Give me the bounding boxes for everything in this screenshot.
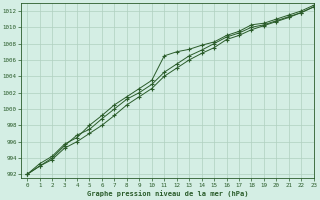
X-axis label: Graphe pression niveau de la mer (hPa): Graphe pression niveau de la mer (hPa) bbox=[87, 190, 248, 197]
